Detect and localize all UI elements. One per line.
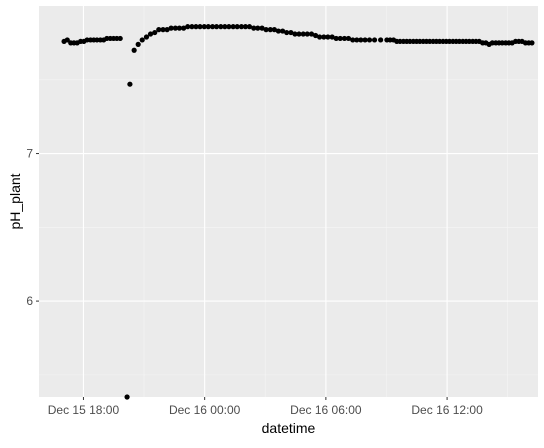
data-point [139, 37, 145, 43]
data-point [337, 35, 343, 42]
data-point [201, 24, 207, 30]
data-point [238, 24, 245, 30]
data-point [172, 25, 178, 31]
data-point [222, 24, 228, 30]
data-point [267, 27, 273, 33]
data-point [147, 31, 154, 37]
data-point [329, 34, 335, 40]
data-point [64, 37, 70, 43]
data-point [124, 394, 130, 400]
data-point [333, 35, 339, 42]
y-axis-tick-label: 6 [26, 294, 33, 308]
data-point [131, 47, 137, 53]
data-point [117, 35, 123, 42]
data-point [197, 24, 203, 30]
data-point [275, 28, 281, 34]
data-point [234, 24, 240, 30]
y-axis-tick-label: 7 [26, 147, 33, 161]
data-point [308, 31, 315, 37]
data-point [366, 37, 373, 43]
data-point [218, 24, 224, 30]
data-point [354, 37, 360, 43]
data-point [226, 24, 232, 30]
data-point [288, 29, 294, 36]
data-point [284, 29, 290, 36]
data-point [205, 24, 211, 30]
x-axis-title: datetime [262, 420, 316, 436]
data-point [325, 34, 331, 40]
data-point [143, 34, 150, 40]
data-point [271, 27, 277, 33]
data-point [189, 24, 195, 30]
data-point [156, 27, 162, 33]
data-point [358, 37, 364, 43]
data-point [350, 37, 356, 43]
data-point [135, 41, 141, 47]
data-point [193, 24, 199, 30]
data-point [345, 35, 352, 42]
axes: Dec 15 18:00 Dec 16 00:00 Dec 16 06:00 Dec … [26, 147, 483, 417]
data-point [246, 24, 253, 30]
data-point [242, 24, 249, 30]
data-point [529, 40, 535, 46]
data-point [312, 32, 319, 39]
data-point [259, 25, 265, 31]
x-axis-tick-label: Dec 16 12:00 [411, 403, 483, 417]
data-point [341, 35, 348, 42]
data-points [61, 24, 535, 400]
data-point [164, 27, 170, 33]
data-point [160, 27, 166, 33]
data-point [378, 37, 384, 43]
grid-lines [39, 6, 538, 397]
data-point [371, 37, 378, 43]
y-axis-title: pH_plant [7, 173, 23, 229]
data-point [209, 24, 216, 30]
data-point [181, 25, 187, 31]
data-point [185, 24, 191, 30]
data-point [127, 81, 133, 87]
data-point [263, 27, 269, 33]
data-point [292, 31, 298, 37]
x-axis-tick-label: Dec 16 00:00 [169, 403, 241, 417]
data-point [230, 24, 236, 30]
x-axis-tick-label: Dec 15 18:00 [48, 403, 120, 417]
data-point [317, 34, 323, 40]
data-point [251, 25, 257, 31]
plot-panel [39, 6, 538, 397]
data-point [176, 25, 183, 31]
data-point [300, 31, 306, 37]
x-axis-tick-label: Dec 16 06:00 [290, 403, 362, 417]
data-point [280, 28, 286, 34]
data-point [168, 25, 174, 31]
data-point [321, 34, 327, 40]
data-point [362, 37, 368, 43]
data-point [255, 25, 261, 31]
data-point [152, 29, 158, 36]
data-point [304, 31, 310, 37]
data-point [213, 24, 220, 30]
data-point [296, 31, 302, 37]
